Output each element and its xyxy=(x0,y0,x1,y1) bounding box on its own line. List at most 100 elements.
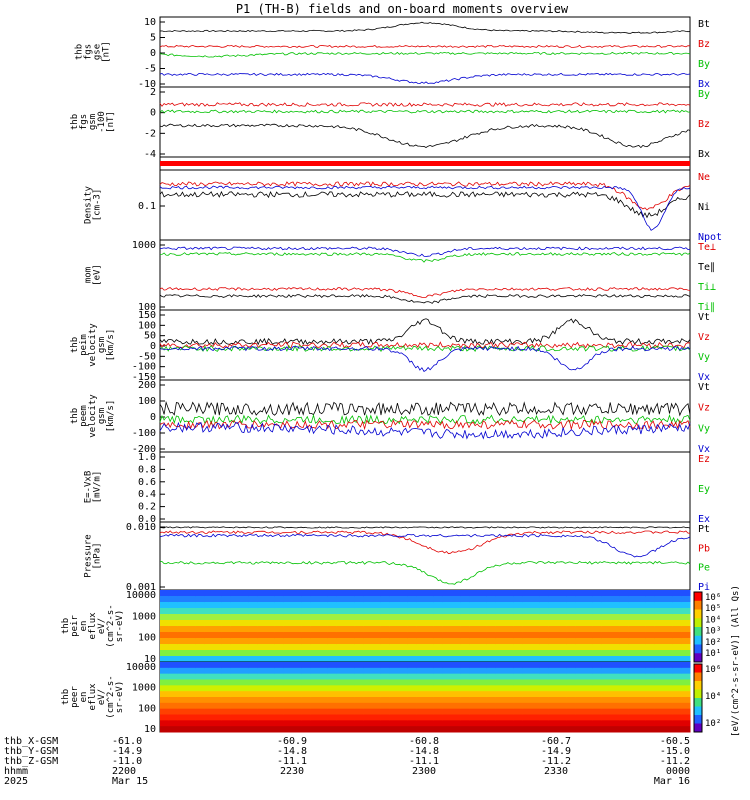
spec-cell xyxy=(363,632,373,639)
spec-cell xyxy=(221,720,232,727)
spec-cell xyxy=(274,620,285,627)
ylabel-pressure: [nPa] xyxy=(93,542,103,569)
spec-cell xyxy=(504,644,514,651)
spec-cell xyxy=(221,638,232,645)
spec-cell xyxy=(177,638,187,645)
colorbar-label: [eV/(cm^2-s-sr-eV)] (All Qs) xyxy=(731,585,741,737)
spec-cell xyxy=(204,626,214,633)
spec-cell xyxy=(257,590,267,597)
spec-cell xyxy=(495,650,505,657)
spec-cell xyxy=(248,620,258,627)
spec-cell xyxy=(548,726,558,733)
spec-cell xyxy=(522,697,532,704)
spec-cell xyxy=(478,632,488,639)
legend-temperature: Te⊥ xyxy=(698,242,716,253)
spec-cell xyxy=(645,614,656,621)
spec-cell xyxy=(239,644,249,651)
spec-cell xyxy=(539,644,550,651)
spec-cell xyxy=(539,632,550,639)
spec-cell xyxy=(531,679,541,686)
spec-cell xyxy=(601,590,611,597)
spec-cell xyxy=(398,596,408,603)
spec-cell xyxy=(637,638,647,645)
spec-cell xyxy=(592,620,603,627)
spec-cell xyxy=(266,720,276,727)
spec-cell xyxy=(407,691,417,698)
spec-cell xyxy=(345,602,355,609)
spec-cell xyxy=(566,720,576,727)
spec-cell xyxy=(451,702,461,710)
ylabel-ion_spec: en xyxy=(79,621,89,632)
spec-cell xyxy=(584,626,594,633)
spec-cell xyxy=(327,590,338,597)
spec-cell xyxy=(239,626,249,633)
spec-cell xyxy=(645,644,656,651)
spec-cell xyxy=(592,638,603,645)
spec-cell xyxy=(663,626,673,633)
spec-cell xyxy=(160,650,170,657)
spec-cell xyxy=(557,726,567,733)
spec-cell xyxy=(663,662,673,669)
spec-cell xyxy=(548,673,558,680)
spec-cell xyxy=(248,626,258,633)
spec-cell xyxy=(416,714,426,721)
spec-cell xyxy=(672,590,682,597)
spec-cell xyxy=(645,602,656,609)
spec-cell xyxy=(363,596,373,603)
spec-cell xyxy=(407,708,417,715)
spec-cell xyxy=(195,685,205,692)
spec-cell xyxy=(336,697,346,704)
spec-cell xyxy=(575,650,585,657)
spec-cell xyxy=(398,656,408,663)
spec-cell xyxy=(204,614,214,621)
spec-cell xyxy=(204,726,214,733)
spec-cell xyxy=(186,691,196,698)
spec-cell xyxy=(380,662,391,669)
spec-cell xyxy=(557,662,567,669)
spec-cell xyxy=(416,590,426,597)
spec-cell xyxy=(628,726,638,733)
spec-cell xyxy=(566,656,576,663)
spec-cell xyxy=(372,638,382,645)
spec-cell xyxy=(663,667,673,675)
spec-cell xyxy=(336,626,346,633)
spec-cell xyxy=(531,650,541,657)
spec-cell xyxy=(504,620,514,627)
spec-cell xyxy=(177,632,187,639)
spec-cell xyxy=(416,679,426,686)
spec-cell xyxy=(672,673,682,680)
line-By xyxy=(159,51,691,58)
spec-cell xyxy=(416,650,426,657)
spec-cell xyxy=(380,632,391,639)
ytick-fgs_gse: 10 xyxy=(144,17,156,28)
spec-cell xyxy=(637,697,647,704)
spec-cell xyxy=(425,596,435,603)
spec-cell xyxy=(601,685,611,692)
spec-cell xyxy=(363,614,373,621)
spec-cell xyxy=(336,667,346,675)
legend-fgs_gse: Bx xyxy=(698,79,710,90)
spec-cell xyxy=(274,632,285,639)
spec-cell xyxy=(407,608,417,615)
spec-cell xyxy=(469,626,479,633)
spec-cell xyxy=(327,632,338,639)
spec-cell xyxy=(601,673,611,680)
spec-cell xyxy=(681,620,691,627)
spec-cell xyxy=(230,656,240,663)
spec-cell xyxy=(168,667,179,675)
spec-cell xyxy=(407,632,417,639)
spec-cell xyxy=(425,632,435,639)
spec-cell xyxy=(433,702,444,710)
spec-cell xyxy=(557,596,567,603)
spec-cell xyxy=(301,691,311,698)
spec-cell xyxy=(416,697,426,704)
spec-cell xyxy=(645,702,656,710)
ytick-efield: 0.0 xyxy=(138,514,156,525)
spec-cell xyxy=(407,656,417,663)
spec-cell xyxy=(266,626,276,633)
spec-cell xyxy=(283,638,293,645)
spec-cell xyxy=(478,656,488,663)
spec-cell xyxy=(310,596,320,603)
spec-cell xyxy=(601,608,611,615)
spec-cell xyxy=(398,714,408,721)
